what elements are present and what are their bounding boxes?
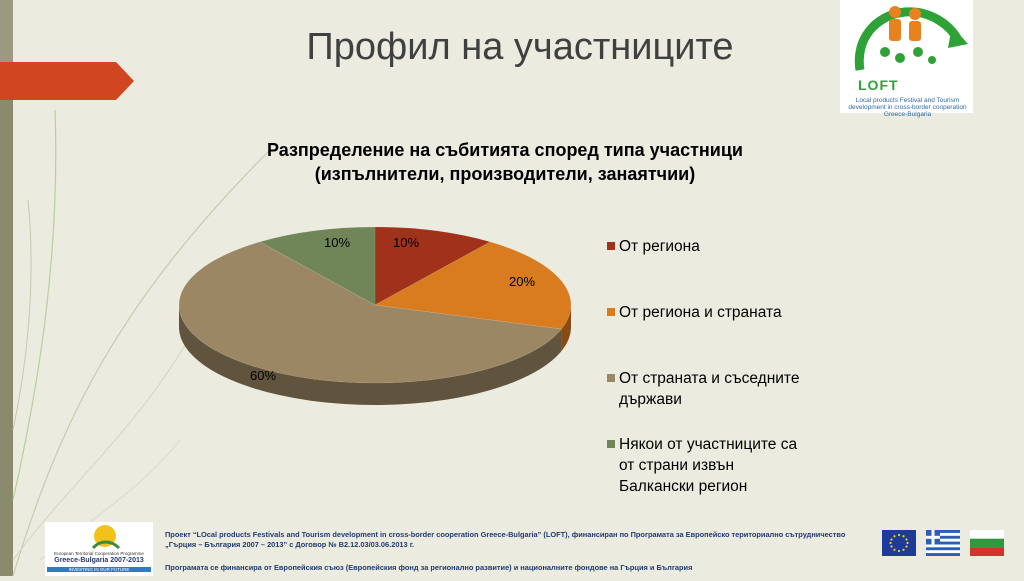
left-accent-bar-top [0, 0, 13, 62]
programme-logo-line2: Greece-Bulgaria 2007-2013 [54, 557, 144, 564]
legend-swatch-3 [607, 374, 615, 382]
slide-title: Профил на участниците [306, 26, 734, 68]
pie-data-label-4: 10% [324, 235, 350, 250]
legend-label-3: От страната и съседните държави [619, 370, 800, 408]
pie-data-label-2: 20% [509, 274, 535, 289]
bulgaria-flag-icon [970, 530, 1004, 556]
chart-title: Разпределение на събитията според типа у… [266, 140, 744, 184]
pie-slice-side-2 [561, 305, 571, 352]
loft-logo-subtitle: Local products Festival and Tourism deve… [848, 97, 967, 118]
programme-logo: European Territorial Cooperation Program… [45, 522, 153, 576]
loft-logo-text: LOFT [858, 77, 899, 93]
greece-flag-icon [926, 530, 960, 556]
loft-logo: LOFT Local products Festival and Tourism… [840, 0, 973, 118]
legend-swatch-1 [607, 242, 615, 250]
eu-flag-icon [882, 530, 916, 556]
project-description: Проект “LOcal products Festivals and Tou… [165, 530, 846, 549]
pie-slice-4 [259, 226, 376, 306]
programme-logo-icon [91, 525, 121, 550]
funding-description: Програмата се финансира от Европейския с… [165, 563, 693, 572]
pie-slice-side-3 [179, 305, 562, 406]
legend-swatch-4 [607, 440, 615, 448]
pie-slice-3 [178, 241, 562, 384]
title-arrow-decoration [0, 62, 134, 100]
pie-data-label-1: 10% [393, 235, 419, 250]
legend-label-2: От региона и страната [619, 304, 782, 321]
legend-label-1: От региона [619, 238, 700, 255]
loft-logo-icon [854, 6, 968, 71]
pie-slice-1 [374, 226, 491, 306]
pie-slice-2 [374, 241, 572, 330]
programme-logo-line1: European Territorial Cooperation Program… [54, 551, 144, 556]
legend-label-4: Някои от участниците са от страни извън … [619, 436, 798, 495]
pie-data-label-3: 60% [250, 368, 276, 383]
left-accent-bar [0, 0, 13, 576]
programme-logo-line3: INVESTING IN OUR FUTURE [47, 567, 151, 572]
legend-swatch-2 [607, 308, 615, 316]
